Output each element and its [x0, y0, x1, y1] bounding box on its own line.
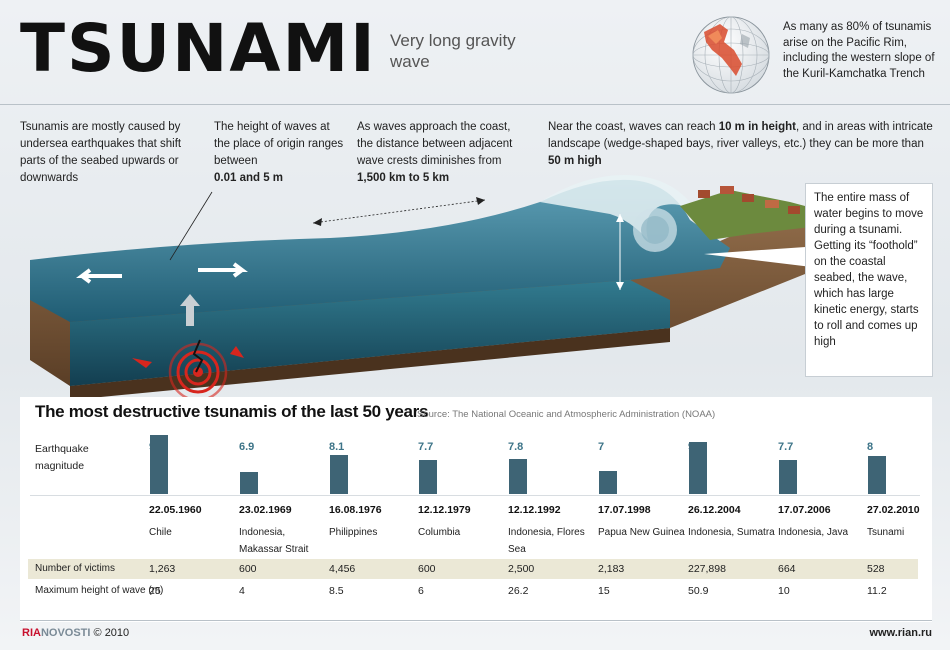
event-date: 27.02.2010: [867, 504, 920, 516]
page-title: TSUNAMI: [20, 10, 377, 87]
event-place: Chile: [149, 527, 172, 538]
max-height-cell: 15: [598, 585, 610, 597]
victims-cell: 528: [867, 563, 885, 575]
note-crest-distance: As waves approach the coast, the distanc…: [357, 119, 527, 187]
page-subtitle: Very long gravity wave: [390, 31, 516, 71]
magnitude-value: 8: [867, 441, 874, 453]
bar-baseline: [30, 495, 920, 496]
note-crest-distance-text: As waves approach the coast, the distanc…: [357, 121, 513, 167]
magnitude-value: 7: [598, 441, 605, 453]
note-coastal-height: Near the coast, waves can reach 10 m in …: [548, 119, 938, 170]
event-date: 26.12.2004: [688, 504, 741, 516]
magnitude-bar: [150, 435, 168, 494]
ria-novosti-logo: RIANOVOSTI © 2010: [22, 627, 129, 639]
event-date: 17.07.1998: [598, 504, 651, 516]
victims-cell: 600: [239, 563, 257, 575]
pacific-rim-note: As many as 80% of tsunamis arise on the …: [783, 21, 935, 80]
note-wave-height: The height of waves at the place of orig…: [214, 119, 344, 187]
height-row-label: Maximum height of wave (m): [35, 585, 164, 596]
max-height-cell: 11.2: [867, 585, 887, 597]
max-height-cell: 26.2: [508, 585, 529, 597]
event-date: 12.12.1979: [418, 504, 471, 516]
wave-roll-callout: The entire mass of water begins to move …: [805, 183, 933, 377]
event-place: Indonesia, Flores Sea: [508, 527, 585, 555]
magnitude-value: 8.1: [329, 441, 345, 453]
event-date: 17.07.2006: [778, 504, 831, 516]
wave-direction-arrows: [76, 262, 248, 284]
magnitude-row-label: Earthquake magnitude: [35, 443, 89, 472]
uplift-arrow-icon: [180, 294, 200, 326]
table-source: Source: The National Oceanic and Atmosph…: [417, 409, 716, 420]
magnitude-bar: [779, 460, 797, 494]
max-height-cell: 6: [418, 585, 424, 597]
victims-cell: 600: [418, 563, 436, 575]
magnitude-bar: [240, 472, 258, 494]
magnitude-bar: [419, 460, 437, 494]
event-place: Indonesia, Makassar Strait: [239, 527, 309, 555]
event-place: Indonesia, Java: [778, 527, 849, 538]
event-date: 23.02.1969: [239, 504, 292, 516]
max-height-cell: 50.9: [688, 585, 709, 597]
cause-pointer-line: [169, 191, 213, 261]
magnitude-bar: [868, 456, 886, 494]
magnitude-bar: [509, 459, 527, 494]
victims-cell: 664: [778, 563, 796, 575]
note-coast-text-1: Near the coast, waves can reach: [548, 121, 716, 133]
wave-crest: [540, 175, 698, 252]
note-coast-text-2: , and in areas with intricate landscape …: [548, 121, 933, 150]
magnitude-value: 7.8: [508, 441, 524, 453]
victims-cell: 1,263: [149, 563, 176, 575]
magnitude-value: 7.7: [418, 441, 434, 453]
note-coast-value-1: 10 m in height: [718, 121, 797, 133]
event-place: Papua New Guinea: [598, 527, 685, 538]
header-divider: [0, 104, 950, 105]
event-place: Tsunami: [867, 527, 905, 538]
wave-height-arrow: [616, 214, 624, 290]
table-title: The most destructive tsunamis of the las…: [35, 402, 429, 421]
magnitude-bar: [330, 455, 348, 494]
victims-cell: 2,500: [508, 563, 535, 575]
event-place: Columbia: [418, 527, 461, 538]
crest-distance-arrow: [312, 197, 486, 226]
victims-row-label: Number of victims: [35, 563, 116, 574]
tsunami-table-panel: [20, 397, 932, 622]
event-date: 22.05.1960: [149, 504, 202, 516]
footer-divider: [20, 620, 932, 621]
max-height-cell: 25: [149, 585, 161, 597]
note-coast-value-2: 50 m high: [548, 155, 602, 167]
victims-cell: 2,183: [598, 563, 625, 575]
magnitude-bar: [689, 442, 707, 494]
footer-url-link[interactable]: www.rian.ru: [869, 627, 932, 639]
max-height-cell: 8.5: [329, 585, 344, 597]
logo-ria: RIA: [22, 627, 41, 639]
note-earthquake-cause: Tsunamis are mostly caused by undersea e…: [20, 121, 182, 184]
magnitude-value: 6.9: [239, 441, 255, 453]
note-crest-distance-value: 1,500 km to 5 km: [357, 172, 450, 184]
victims-cell: 227,898: [688, 563, 726, 575]
tsunami-illustration: [30, 175, 820, 400]
epicenter-icon: [132, 339, 244, 400]
roll-callout-pointer: [704, 246, 820, 268]
logo-novosti: NOVOSTI: [40, 627, 91, 639]
coastline: [680, 186, 820, 240]
pacific-globe-icon: [692, 16, 770, 94]
magnitude-value: 7.7: [778, 441, 794, 453]
event-place: Indonesia, Sumatra: [688, 527, 775, 538]
note-wave-height-value: 0.01 and 5 m: [214, 172, 284, 184]
water-body: [30, 179, 730, 386]
victims-row-band: [28, 559, 918, 579]
note-wave-height-text: The height of waves at the place of orig…: [214, 121, 344, 167]
event-place: Philippines: [329, 527, 378, 538]
copyright: © 2010: [93, 627, 130, 639]
magnitude-bar: [599, 471, 617, 494]
event-date: 16.08.1976: [329, 504, 382, 516]
max-height-cell: 10: [778, 585, 790, 597]
event-date: 12.12.1992: [508, 504, 561, 516]
max-height-cell: 4: [239, 585, 245, 597]
victims-cell: 4,456: [329, 563, 356, 575]
